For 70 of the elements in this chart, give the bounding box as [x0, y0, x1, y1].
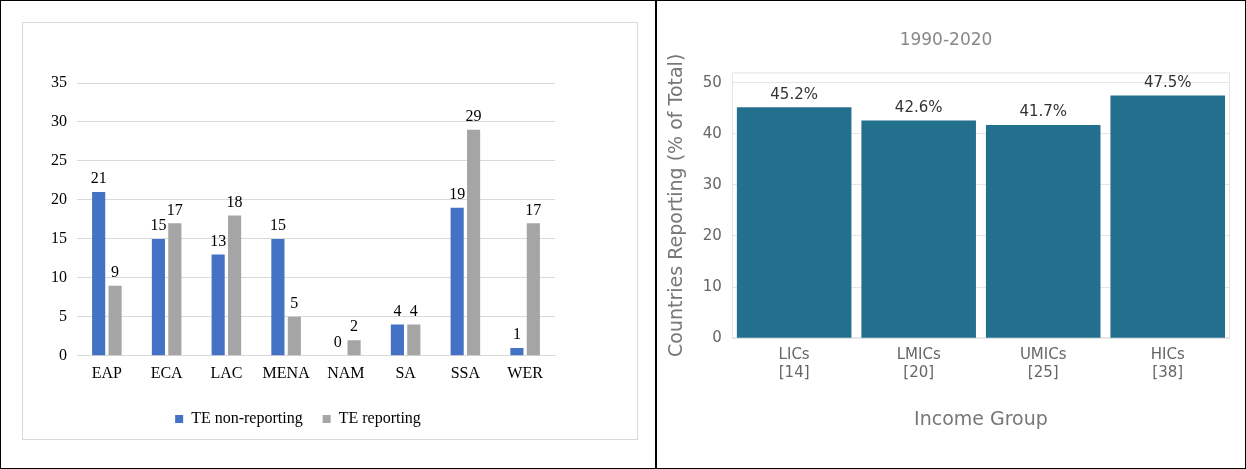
data-label: 17: [525, 200, 542, 218]
data-label: 18: [226, 192, 243, 210]
x-tick-label: UMICs [25]: [1019, 345, 1067, 382]
y-tick-label: 15: [51, 229, 67, 247]
bar: [736, 107, 852, 338]
x-tick-label: LICs [14]: [778, 345, 810, 382]
data-label: 42.6%: [894, 97, 943, 116]
data-label: 41.7%: [1019, 102, 1068, 121]
bar: [526, 223, 540, 356]
data-label: 0: [333, 333, 342, 350]
bar: [985, 125, 1101, 338]
x-tick-label: SA: [395, 363, 417, 381]
x-tick-label: MENA: [262, 363, 311, 381]
x-tick-label: WER: [507, 363, 544, 381]
x-tick-label: ECA: [150, 363, 184, 381]
data-label: 17: [166, 200, 183, 218]
legend-label: TE reporting: [338, 409, 421, 428]
bar: [347, 340, 361, 356]
x-axis-title: Income Group: [914, 406, 1048, 429]
y-tick-label: 0: [59, 346, 67, 363]
bar: [861, 120, 976, 338]
bar: [228, 215, 242, 356]
bar: [92, 192, 106, 356]
x-tick-label: LAC: [210, 363, 243, 381]
bar: [287, 316, 301, 356]
y-tick-label: 25: [51, 151, 67, 169]
y-tick-label: 5: [59, 307, 67, 325]
y-tick-label: 30: [702, 174, 722, 193]
y-tick-label: 20: [51, 190, 67, 208]
data-label: 15: [269, 216, 286, 234]
x-tick-label: LMICs [20]: [896, 345, 941, 382]
data-label: 1: [512, 325, 521, 343]
data-label: 21: [90, 169, 107, 187]
data-label: 4: [393, 301, 402, 319]
x-tick-label: NAM: [327, 363, 365, 381]
x-tick-label: SSA: [450, 363, 481, 381]
bar: [450, 207, 464, 356]
data-label: 9: [111, 262, 120, 280]
y-tick-label: 30: [51, 112, 67, 130]
chart-title: 1990-2020: [899, 28, 993, 49]
y-tick-label: 20: [702, 225, 722, 244]
x-tick-label: EAP: [91, 363, 123, 381]
x-tick-label: HICs [38]: [1150, 345, 1185, 382]
bar: [168, 223, 182, 356]
data-label: 19: [449, 184, 466, 202]
data-label: 4: [409, 301, 418, 319]
data-label: 45.2%: [770, 84, 818, 103]
y-axis-title: Countries Reporting (% of Total): [664, 53, 687, 357]
y-tick-label: 0: [712, 328, 722, 347]
data-label: 5: [290, 294, 299, 312]
y-tick-label: 10: [702, 276, 722, 295]
bar: [151, 238, 165, 356]
data-label: 47.5%: [1143, 72, 1192, 91]
y-tick-label: 10: [51, 268, 67, 286]
legend-label: TE non-reporting: [191, 409, 303, 428]
bar: [510, 348, 524, 356]
bar: [271, 238, 285, 356]
bar: [467, 129, 481, 356]
bar: [390, 324, 404, 356]
data-label: 2: [350, 317, 359, 335]
data-label: 15: [150, 216, 167, 234]
y-tick-label: 40: [702, 123, 722, 142]
bar: [407, 324, 421, 356]
y-tick-label: 35: [51, 73, 67, 91]
y-tick-label: 50: [702, 72, 722, 91]
bar: [211, 254, 225, 356]
data-label: 29: [465, 106, 482, 124]
data-label: 13: [210, 231, 227, 249]
bar: [108, 285, 122, 356]
bar: [1110, 95, 1226, 338]
